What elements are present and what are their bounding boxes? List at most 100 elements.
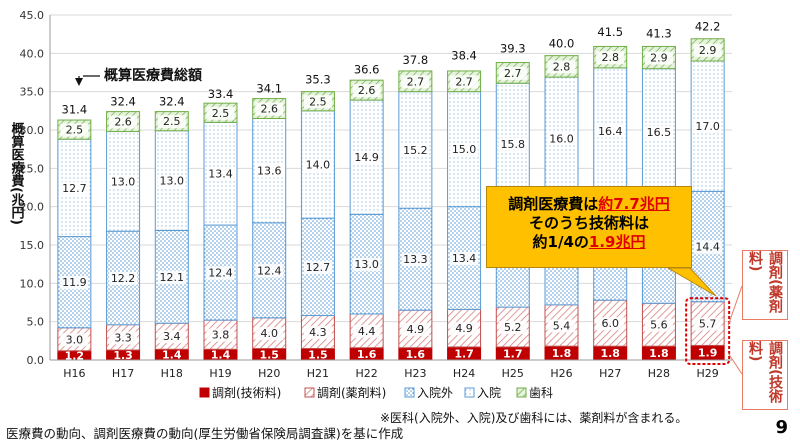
data-label: 2.7 [455, 75, 473, 88]
data-label-bg [206, 106, 235, 120]
x-tick-label: H18 [161, 367, 183, 380]
data-label-bg [60, 276, 89, 290]
data-label: 4.4 [358, 325, 376, 338]
data-label: 16.5 [647, 126, 672, 139]
y-tick-label: 40.0 [20, 47, 45, 60]
data-label-bg [157, 270, 186, 284]
x-tick-label: H25 [502, 367, 524, 380]
data-label: 2.8 [553, 60, 571, 73]
data-label: 14.0 [306, 159, 331, 172]
side-label-drug-fee: 調剤(薬剤料) [742, 250, 788, 320]
legend-label: 入院 [477, 386, 501, 400]
data-label-bg [644, 51, 673, 65]
data-label-bg [450, 75, 479, 89]
data-label: 2.5 [66, 124, 84, 137]
data-label: 1.8 [600, 347, 620, 360]
data-label: 12.7 [62, 182, 87, 195]
data-label: 13.0 [160, 175, 185, 188]
data-label: 1.5 [259, 348, 279, 361]
data-label: 5.7 [699, 318, 717, 331]
data-label: 3.4 [163, 330, 181, 343]
data-label: 2.8 [601, 51, 619, 64]
data-label: 2.5 [212, 107, 230, 120]
data-label-bg [157, 174, 186, 188]
y-tick-label: 35.0 [20, 86, 45, 99]
data-label-bg [596, 51, 625, 65]
data-label: 1.3 [113, 349, 133, 362]
y-tick-label: 20.0 [20, 201, 45, 214]
data-label: 2.5 [163, 115, 181, 128]
data-label: 4.3 [309, 326, 327, 339]
y-tick-label: 30.0 [20, 124, 45, 137]
data-label: 17.0 [695, 120, 720, 133]
data-label: 1.8 [552, 347, 572, 360]
data-label: 12.4 [208, 267, 233, 280]
data-label: 15.8 [501, 138, 526, 151]
data-label: 1.9 [698, 347, 718, 360]
y-tick-label: 5.0 [27, 316, 45, 329]
data-label-bg [547, 319, 576, 333]
source-note: 医療費の動向、調剤医療費の動向(厚生労働省保険局調査課)を基に作成 [6, 426, 404, 441]
data-label: 4.9 [407, 323, 425, 336]
data-label-bg [401, 253, 430, 267]
legend-label: 入院外 [417, 386, 453, 400]
total-label: 41.3 [646, 26, 672, 40]
data-label: 2.6 [114, 116, 132, 129]
x-tick-label: H28 [648, 367, 670, 380]
data-label-bg [60, 333, 89, 347]
data-label: 4.9 [455, 322, 473, 335]
data-label: 15.2 [403, 144, 428, 157]
data-label-bg [596, 317, 625, 331]
callout-line2: そのうち技術料は [528, 214, 649, 232]
data-label: 1.2 [65, 349, 85, 362]
data-label: 11.9 [62, 276, 87, 289]
y-axis-label: 概算医療費(兆円) [9, 121, 25, 224]
total-label: 42.2 [695, 19, 721, 33]
data-label-bg [109, 115, 138, 129]
total-label: 35.3 [305, 72, 331, 86]
callout-box: 調剤医療費は約7.7兆円 そのうち技術料は 約1/4の1.9兆円 [486, 186, 692, 268]
data-label-bg [693, 240, 722, 254]
data-label: 14.4 [695, 241, 720, 254]
data-label-bg [401, 143, 430, 157]
data-label-bg [60, 181, 89, 195]
total-label: 38.4 [451, 49, 477, 63]
data-label-bg [303, 158, 332, 172]
data-label: 16.0 [549, 132, 574, 145]
total-label: 37.8 [403, 53, 429, 67]
x-tick-label: H20 [258, 367, 280, 380]
callout-line3-prefix: 約1/4の [532, 233, 589, 251]
data-label-bg [206, 167, 235, 181]
data-label-bg [644, 318, 673, 332]
data-label: 2.9 [650, 52, 668, 65]
data-label-bg [303, 260, 332, 274]
data-label-bg [303, 95, 332, 109]
highlight-box [685, 297, 731, 366]
total-label: 41.5 [597, 25, 623, 39]
y-tick-label: 10.0 [20, 277, 45, 290]
callout-line1-highlight: 約7.7兆円 [598, 195, 670, 213]
data-label: 3.0 [66, 333, 84, 346]
data-label: 13.4 [208, 168, 233, 181]
data-label-bg [352, 324, 381, 338]
data-label: 1.4 [211, 349, 231, 362]
total-label: 40.0 [549, 36, 575, 50]
data-label-bg [157, 330, 186, 344]
data-label: 13.4 [452, 252, 477, 265]
legend-swatch [199, 387, 210, 398]
total-label: 39.3 [500, 42, 526, 56]
page-number: 9 [775, 417, 788, 438]
x-tick-label: H19 [209, 367, 231, 380]
callout-pointer [666, 267, 717, 297]
total-label: 34.1 [256, 82, 282, 96]
data-label: 1.5 [308, 348, 328, 361]
callout-line1-prefix: 調剤医療費は [508, 195, 599, 213]
data-label-bg [644, 125, 673, 139]
x-tick-label: H27 [599, 367, 621, 380]
data-label-bg [352, 84, 381, 98]
data-label-bg [450, 252, 479, 266]
data-label-bg [303, 326, 332, 340]
data-label-bg [693, 120, 722, 134]
annotation-total-label: 概算医療費総額 [104, 67, 202, 84]
data-label-bg [450, 322, 479, 336]
